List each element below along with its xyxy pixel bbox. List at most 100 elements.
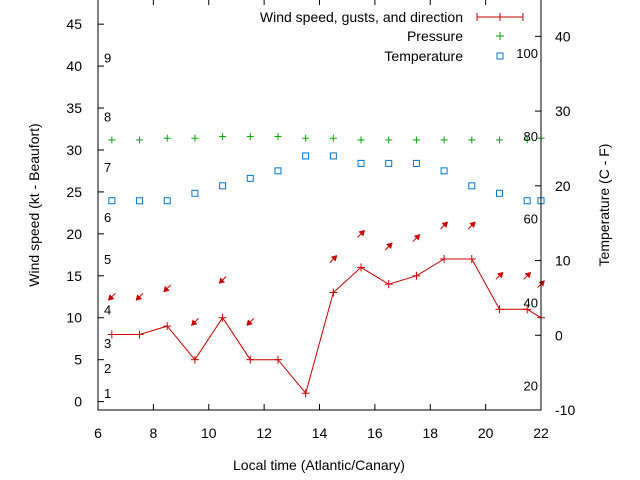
- wind-direction-arrow: [107, 292, 116, 301]
- wind-direction-arrow: [191, 318, 199, 326]
- arrow-head: [358, 229, 365, 237]
- wind-speed-point: [190, 355, 199, 364]
- wind-direction-arrow: [218, 276, 227, 284]
- beaufort-label: 2: [104, 361, 111, 376]
- wind-direction-arrow: [495, 271, 504, 280]
- x-tick-label: 16: [367, 425, 383, 441]
- pressure-point: [495, 136, 503, 144]
- y2-tick-label: 30: [555, 103, 571, 119]
- legend-label-pressure: Pressure: [407, 28, 463, 44]
- temperature-point: [468, 182, 476, 190]
- x-tick-label: 10: [201, 425, 217, 441]
- pressure-point: [357, 136, 365, 144]
- y-tick-label: 30: [66, 142, 82, 158]
- pressure-point: [274, 133, 282, 141]
- pressure-point: [136, 136, 144, 144]
- arrow-head: [469, 221, 476, 229]
- arrow-head: [524, 271, 532, 279]
- beaufort-label: 3: [104, 336, 111, 351]
- temperature-point: [329, 152, 337, 160]
- wind-speed-point: [135, 330, 144, 339]
- arrow-head: [191, 319, 198, 326]
- fahrenheit-label: 100: [516, 46, 538, 61]
- arrow-head: [246, 319, 253, 326]
- y2-tick-label: 10: [555, 253, 571, 269]
- wind-speed-point: [384, 280, 393, 289]
- beaufort-label: 8: [104, 109, 111, 124]
- temperature-point: [219, 182, 227, 190]
- wind-speed-point: [467, 255, 476, 264]
- beaufort-label: 7: [104, 160, 111, 175]
- pressure-point: [108, 136, 116, 144]
- beaufort-label: 9: [104, 51, 111, 66]
- wind-direction-arrow: [329, 255, 338, 263]
- y-tick-label: 20: [66, 226, 82, 242]
- y2-tick-label: 20: [555, 178, 571, 194]
- wind-speed-point: [357, 263, 366, 272]
- pressure-point: [440, 136, 448, 144]
- temperature-point: [163, 197, 171, 205]
- pressure-point: [523, 136, 531, 144]
- temperature-point: [523, 197, 531, 205]
- wind-direction-arrow: [357, 229, 365, 238]
- y-tick-label: 15: [66, 268, 82, 284]
- wind-speed-point: [107, 330, 116, 339]
- pressure-point: [163, 134, 171, 142]
- arrow-head: [107, 294, 115, 301]
- fahrenheit-label: 20: [524, 378, 538, 393]
- wind-speed-point: [218, 313, 227, 322]
- arrow-head: [386, 242, 393, 250]
- y-tick-label: 5: [74, 352, 82, 368]
- x-tick-label: 14: [312, 425, 328, 441]
- temperature-point: [191, 189, 199, 197]
- wind-direction-arrow: [384, 242, 393, 251]
- x-tick-label: 8: [149, 425, 157, 441]
- wind-speed-point: [246, 355, 255, 364]
- pressure-point: [246, 133, 254, 141]
- fahrenheit-label: 40: [524, 295, 538, 310]
- y-tick-label: 45: [66, 16, 82, 32]
- temperature-point: [412, 159, 420, 167]
- beaufort-label: 1: [104, 386, 111, 401]
- arrow-head: [413, 234, 421, 241]
- legend-swatch-pressure: [496, 32, 504, 40]
- wind-speed-point: [523, 305, 532, 314]
- wind-speed-point: [412, 271, 421, 280]
- legend-swatch-temperature: [496, 52, 504, 60]
- pressure-point: [412, 136, 420, 144]
- beaufort-label: 5: [104, 252, 111, 267]
- temperature-point: [385, 159, 393, 167]
- y2-axis-title: Temperature (C - F): [596, 144, 612, 267]
- y-tick-label: 0: [74, 394, 82, 410]
- y2-tick-label: 0: [555, 327, 563, 343]
- wind-direction-arrow: [523, 271, 532, 280]
- y-tick-label: 10: [66, 310, 82, 326]
- temperature-point: [108, 197, 116, 205]
- wind-speed-point: [163, 322, 172, 331]
- plot-frame: [97, 0, 542, 411]
- y-tick-label: 40: [66, 58, 82, 74]
- plot-series: [107, 133, 545, 398]
- pressure-point: [219, 133, 227, 141]
- temperature-point: [136, 197, 144, 205]
- legend-label-wind: Wind speed, gusts, and direction: [260, 9, 463, 25]
- arrow-head: [496, 271, 504, 279]
- legend-swatch-wind: [476, 13, 524, 21]
- wind-direction-arrow: [440, 221, 448, 230]
- wind-direction-arrow: [246, 318, 255, 326]
- fahrenheit-label: 80: [524, 129, 538, 144]
- wind-direction-arrow: [467, 221, 476, 230]
- legend-label-temperature: Temperature: [384, 48, 463, 64]
- wind-speed-point: [329, 288, 338, 297]
- temperature-point: [440, 167, 448, 175]
- temperature-point: [357, 159, 365, 167]
- wind-speed-point: [495, 305, 504, 314]
- pressure-point: [302, 134, 310, 142]
- y-tick-label: 35: [66, 100, 82, 116]
- pressure-point: [468, 136, 476, 144]
- arrow-head: [163, 285, 170, 293]
- arrow-head: [135, 294, 143, 301]
- x-tick-label: 18: [422, 425, 438, 441]
- arrow-head: [441, 221, 448, 229]
